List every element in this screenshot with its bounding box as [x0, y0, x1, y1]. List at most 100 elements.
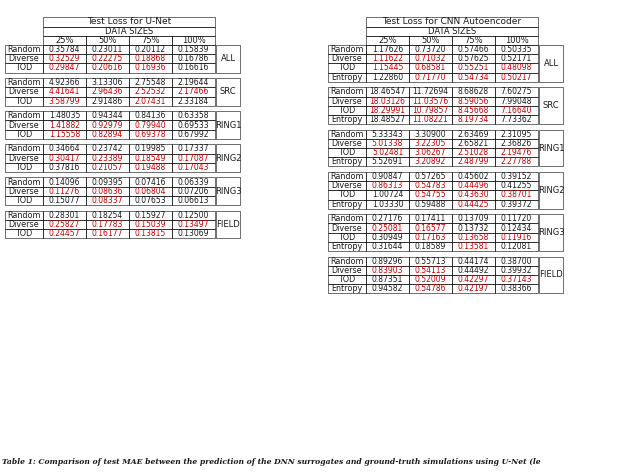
Bar: [452, 157, 495, 167]
Bar: [129, 163, 172, 172]
Text: Random: Random: [7, 78, 41, 87]
Text: 7.60275: 7.60275: [500, 87, 532, 96]
Text: 0.15077: 0.15077: [49, 196, 80, 205]
Bar: [409, 63, 452, 73]
Text: 0.41255: 0.41255: [501, 181, 532, 190]
Text: TOD: TOD: [15, 196, 33, 205]
Text: 3.58799: 3.58799: [49, 97, 80, 106]
Bar: [43, 177, 86, 186]
Text: 2.96436: 2.96436: [92, 87, 124, 96]
Text: Diverse: Diverse: [332, 139, 362, 148]
Text: 0.13709: 0.13709: [458, 214, 489, 223]
Bar: [495, 130, 538, 139]
Bar: [452, 181, 495, 190]
Bar: [328, 223, 366, 233]
Bar: [409, 73, 452, 82]
Bar: [86, 186, 129, 196]
Bar: [129, 54, 172, 63]
Text: Random: Random: [7, 177, 41, 186]
Text: ALL: ALL: [543, 59, 559, 68]
Bar: [452, 284, 495, 293]
Text: 5.33343: 5.33343: [372, 130, 403, 139]
Text: Diverse: Diverse: [332, 224, 362, 233]
Bar: [86, 130, 129, 139]
Bar: [129, 144, 172, 153]
Text: 3.13306: 3.13306: [92, 78, 124, 87]
Bar: [495, 200, 538, 209]
Bar: [129, 120, 172, 130]
Text: 2.07431: 2.07431: [135, 97, 166, 106]
Bar: [452, 242, 495, 251]
Text: Diverse: Diverse: [332, 97, 362, 106]
Text: 0.21057: 0.21057: [92, 163, 123, 172]
Text: 0.12434: 0.12434: [501, 224, 532, 233]
Bar: [409, 139, 452, 148]
Bar: [43, 96, 86, 106]
Text: 8.19734: 8.19734: [458, 115, 489, 124]
Bar: [495, 87, 538, 96]
Bar: [86, 36, 129, 45]
Text: 0.57265: 0.57265: [415, 172, 446, 181]
Bar: [409, 223, 452, 233]
Bar: [5, 78, 43, 87]
Text: TOD: TOD: [339, 275, 356, 284]
Text: 0.30417: 0.30417: [49, 153, 80, 162]
Bar: [366, 181, 409, 190]
Bar: [328, 139, 366, 148]
Text: TOD: TOD: [339, 233, 356, 242]
Bar: [495, 214, 538, 223]
Text: RING1: RING1: [215, 120, 241, 129]
Text: 0.22275: 0.22275: [92, 54, 123, 63]
Bar: [366, 54, 409, 63]
Text: Random: Random: [330, 87, 364, 96]
Bar: [86, 87, 129, 96]
Bar: [86, 78, 129, 87]
Bar: [452, 54, 495, 63]
Bar: [452, 73, 495, 82]
Text: TOD: TOD: [15, 163, 33, 172]
Text: Random: Random: [7, 211, 41, 219]
Bar: [366, 233, 409, 242]
Text: 11.72694: 11.72694: [412, 87, 449, 96]
Bar: [452, 223, 495, 233]
Bar: [495, 106, 538, 115]
Bar: [366, 130, 409, 139]
Bar: [409, 284, 452, 293]
Bar: [43, 27, 215, 36]
Text: 100%: 100%: [504, 36, 529, 45]
Text: Random: Random: [330, 214, 364, 223]
Text: 1.41882: 1.41882: [49, 120, 80, 129]
Text: 0.08337: 0.08337: [92, 196, 124, 205]
Bar: [129, 229, 172, 238]
Text: 0.12081: 0.12081: [501, 242, 532, 251]
Bar: [495, 275, 538, 284]
Bar: [452, 106, 495, 115]
Text: TOD: TOD: [339, 64, 356, 73]
Text: 0.54783: 0.54783: [415, 181, 446, 190]
Bar: [452, 96, 495, 106]
Bar: [172, 186, 215, 196]
Bar: [43, 130, 86, 139]
Text: 0.39932: 0.39932: [500, 266, 532, 275]
Bar: [216, 211, 240, 238]
Text: 0.73720: 0.73720: [415, 45, 446, 54]
Text: 50%: 50%: [421, 36, 440, 45]
Text: 0.32529: 0.32529: [49, 54, 80, 63]
Bar: [409, 266, 452, 275]
Text: 2.91486: 2.91486: [92, 97, 123, 106]
Bar: [86, 45, 129, 54]
Text: 0.18868: 0.18868: [135, 54, 166, 63]
Text: 0.16577: 0.16577: [415, 224, 446, 233]
Bar: [495, 172, 538, 181]
Text: 7.73362: 7.73362: [500, 115, 532, 124]
Bar: [328, 96, 366, 106]
Bar: [539, 130, 563, 167]
Text: 0.50335: 0.50335: [500, 45, 532, 54]
Bar: [328, 63, 366, 73]
Bar: [366, 17, 538, 27]
Text: 2.19644: 2.19644: [178, 78, 209, 87]
Text: 0.17043: 0.17043: [178, 163, 209, 172]
Text: 0.17411: 0.17411: [415, 214, 446, 223]
Bar: [452, 148, 495, 157]
Text: 0.13497: 0.13497: [178, 220, 209, 229]
